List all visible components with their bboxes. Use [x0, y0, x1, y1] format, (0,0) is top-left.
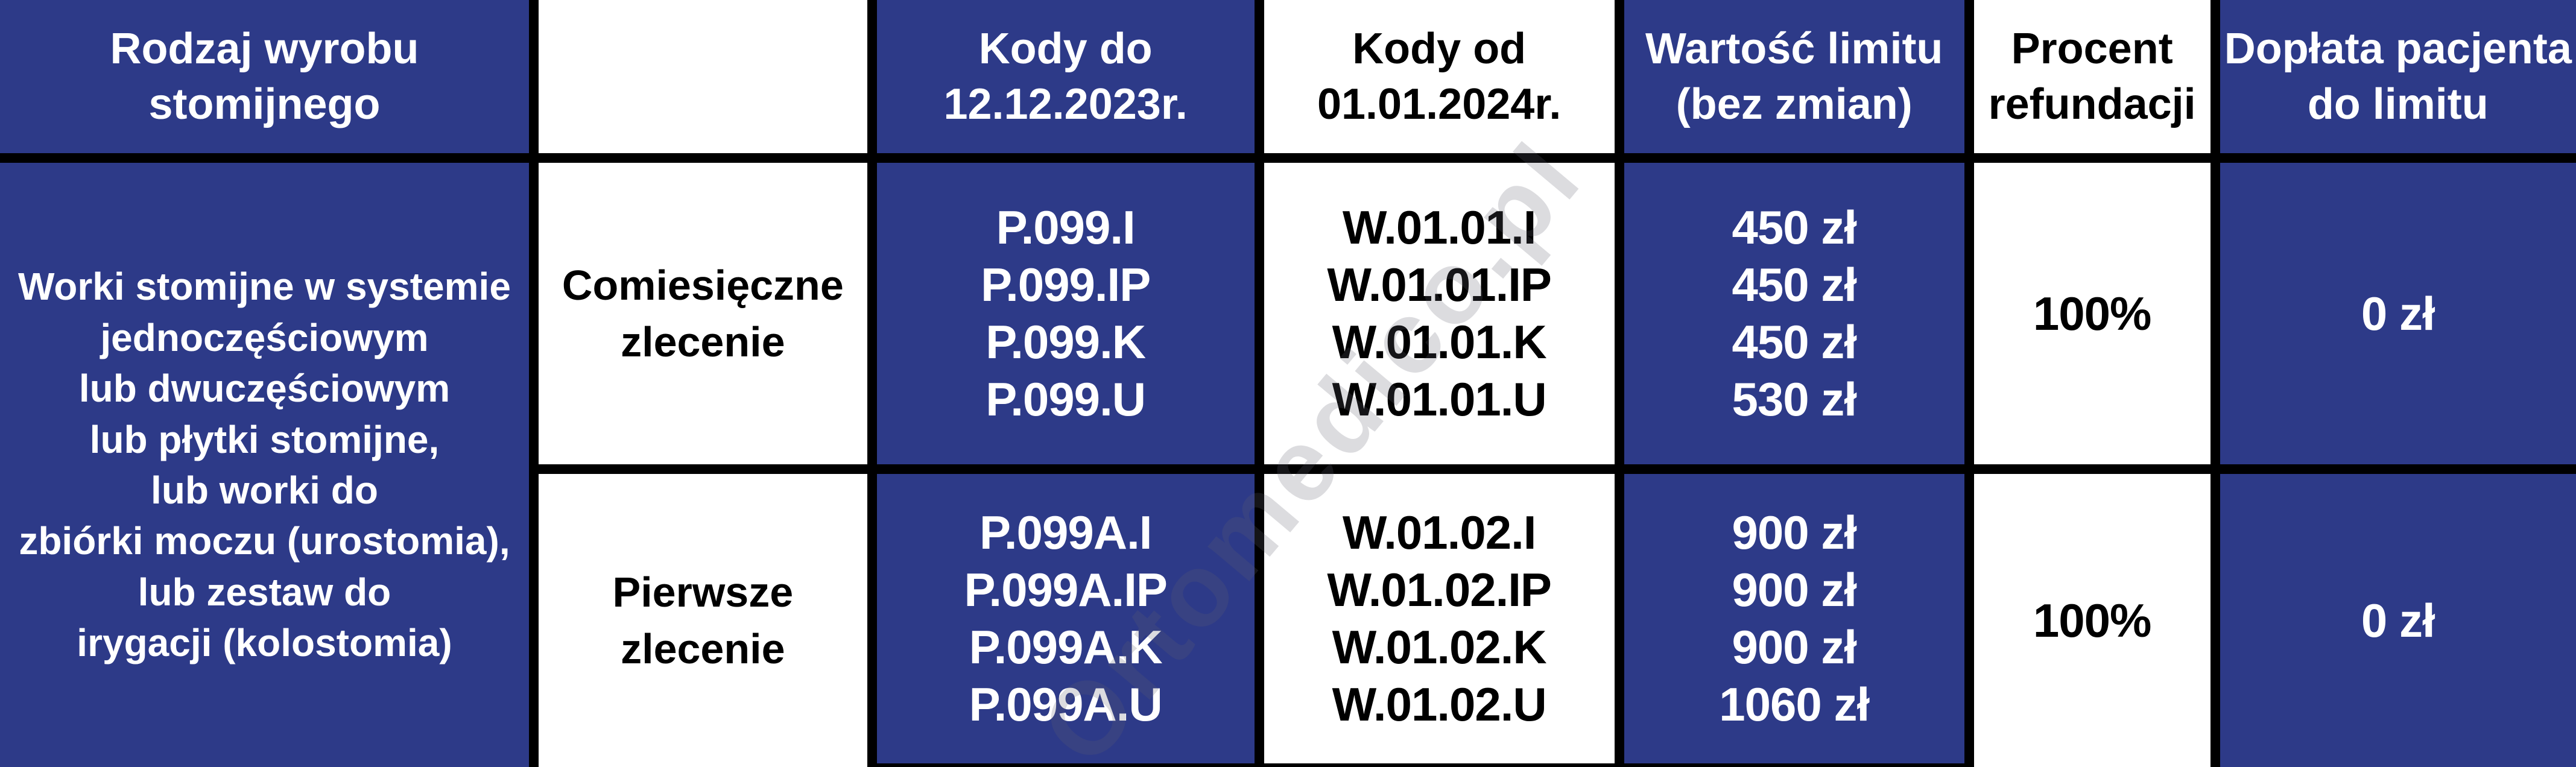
cell-patient-copay-monthly: 0 zł [2210, 153, 2576, 474]
cell-refund-percent-first: 100% [1964, 464, 2220, 767]
cell-limit-values-first: 900 zł 900 zł 900 zł 1060 zł [1614, 464, 1974, 767]
cell-codes-old-monthly: P.099.I P.099.IP P.099.K P.099.U [867, 153, 1264, 474]
header-limit-value: Wartość limitu (bez zmian) [1614, 0, 1974, 163]
header-codes-from: Kody od 01.01.2024r. [1254, 0, 1624, 163]
cell-order-type-first: Pierwsze zlecenie [528, 464, 877, 767]
cell-refund-percent-monthly: 100% [1964, 153, 2220, 474]
cell-order-type-monthly: Comiesięczne zlecenie [528, 153, 877, 474]
cell-limit-values-monthly: 450 zł 450 zł 450 zł 530 zł [1614, 153, 1974, 474]
header-empty-cell [528, 0, 877, 163]
row-monthly-order: Worki stomijne w systemie jednoczęściowym… [0, 153, 2576, 767]
header-row: Rodzaj wyrobu stomijnego Kody do 12.12.202… [0, 0, 2576, 163]
header-refund-percent: Procent refundacji [1964, 0, 2220, 163]
cell-product-description: Worki stomijne w systemie jednoczęściowym… [0, 153, 539, 767]
cell-codes-new-first: W.01.02.I W.01.02.IP W.01.02.K W.01.02.U [1254, 464, 1624, 767]
cell-patient-copay-first: 0 zł [2210, 464, 2576, 767]
cell-codes-new-monthly: W.01.01.I W.01.01.IP W.01.01.K W.01.01.U [1254, 153, 1624, 474]
row-first-order: Pierwsze zlecenie P.099A.I P.099A.IP P.099A… [0, 464, 2576, 767]
header-codes-until: Kody do 12.12.2023r. [867, 0, 1264, 163]
cell-codes-old-first: P.099A.I P.099A.IP P.099A.K P.099A.U [867, 464, 1264, 767]
header-patient-copay: Dopłata pacjenta do limitu [2210, 0, 2576, 163]
header-product-type: Rodzaj wyrobu stomijnego [0, 0, 539, 163]
